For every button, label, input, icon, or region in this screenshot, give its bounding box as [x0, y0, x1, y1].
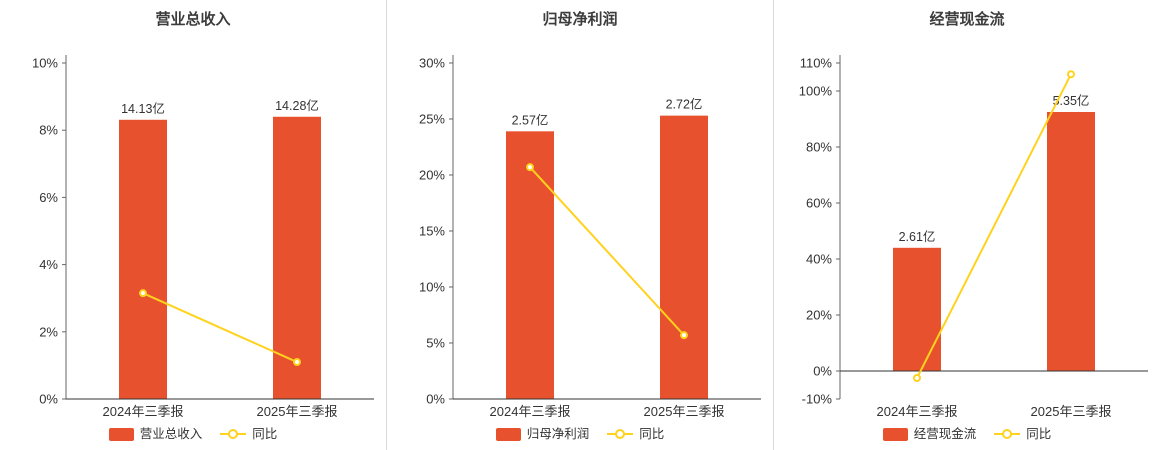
y-tick-label: 0%: [426, 392, 445, 407]
chart-panel-net-profit: 归母净利润 0% 5% 10% 15% 20% 25% 30% 2.57亿 2.72亿 2024年…: [386, 0, 773, 450]
legend-label-bar: 营业总收入: [139, 427, 203, 441]
legend-item-line[interactable]: 同比: [994, 427, 1051, 441]
net-profit-chart-plot: 0% 5% 10% 15% 20% 25% 30% 2.57亿 2.72亿 2024年三季报 202…: [419, 55, 761, 419]
y-tick-label: 20%: [806, 308, 832, 323]
bar-value-label: 14.13亿: [121, 101, 165, 116]
legend-revenue: 营业总收入 同比: [100, 421, 287, 447]
yoy-point-1[interactable]: [1067, 70, 1075, 79]
legend-item-line[interactable]: 同比: [607, 427, 664, 441]
legend-item-bar[interactable]: 营业总收入: [108, 427, 203, 441]
y-tick-label: 8%: [39, 123, 58, 138]
y-tick-label: 30%: [419, 56, 445, 71]
legend-label-line: 同比: [1026, 427, 1052, 441]
cash-flow-chart-plot: -10% 0% 20% 40% 60% 80% 100% 110% 2.61亿 5.35亿 2024…: [799, 55, 1148, 419]
chart-panel-revenue: 营业总收入 0% 2% 4% 6% 8% 10% 14.13亿 14.28亿 2024年三季报 2…: [0, 0, 386, 450]
yoy-trend-line[interactable]: [142, 292, 298, 363]
yoy-point-1[interactable]: [293, 358, 301, 367]
chart-title-revenue: 营业总收入: [155, 11, 231, 28]
yoy-trend-line[interactable]: [529, 166, 685, 336]
x-category-label: 2025年三季报: [1031, 404, 1112, 419]
y-tick-label: 0%: [39, 392, 58, 407]
bar-0[interactable]: [506, 131, 554, 399]
chart-title-net-profit: 归母净利润: [542, 11, 618, 28]
line-swatch-icon: [607, 429, 634, 439]
legend-label-bar: 归母净利润: [526, 427, 590, 441]
legend-label-line: 同比: [639, 427, 665, 441]
line-swatch-icon: [994, 429, 1021, 439]
y-tick-label: 5%: [426, 336, 445, 351]
yoy-point-0[interactable]: [526, 163, 534, 172]
legend-item-bar[interactable]: 归母净利润: [495, 427, 590, 441]
bar-swatch-icon: [108, 427, 134, 441]
legend-cash-flow: 经营现金流 同比: [874, 421, 1061, 447]
chart-panel-cash-flow: 经营现金流 -10% 0% 20% 40% 60% 80% 100% 110% 2.61亿 5.3…: [773, 0, 1160, 450]
bar-value-label: 14.28亿: [275, 98, 319, 113]
yoy-point-0[interactable]: [139, 289, 147, 298]
legend-net-profit: 归母净利润 同比: [487, 421, 674, 447]
y-tick-label: 0%: [813, 364, 832, 379]
x-category-label: 2025年三季报: [257, 404, 338, 419]
y-tick-label: 60%: [806, 196, 832, 211]
legend-label-line: 同比: [252, 427, 278, 441]
legend-label-bar: 经营现金流: [913, 427, 977, 441]
bar-value-label: 2.61亿: [899, 229, 936, 244]
chart-title-cash-flow: 经营现金流: [929, 11, 1005, 28]
bar-swatch-icon: [495, 427, 521, 441]
yoy-point-0[interactable]: [913, 374, 921, 382]
y-tick-label: 80%: [806, 140, 832, 155]
line-swatch-ring: [615, 429, 626, 439]
bar-value-label: 2.72亿: [666, 97, 703, 112]
x-category-label: 2024年三季报: [103, 404, 184, 419]
y-tick-label: -10%: [802, 392, 833, 407]
legend-item-bar[interactable]: 经营现金流: [882, 427, 977, 441]
yoy-trend-line[interactable]: [916, 73, 1072, 379]
revenue-chart-plot: 0% 2% 4% 6% 8% 10% 14.13亿 14.28亿 2024年三季报 2025年三季…: [32, 55, 374, 419]
bar-value-label: 2.57亿: [512, 112, 549, 127]
bar-1[interactable]: [660, 115, 708, 399]
y-tick-label: 100%: [799, 84, 833, 99]
line-swatch-ring: [1002, 429, 1013, 439]
y-tick-label: 6%: [39, 190, 58, 205]
y-tick-label: 110%: [800, 56, 833, 71]
line-swatch-icon: [220, 429, 247, 439]
x-category-label: 2025年三季报: [644, 404, 725, 419]
yoy-point-1[interactable]: [680, 331, 688, 340]
bar-1[interactable]: [273, 116, 321, 399]
legend-item-line[interactable]: 同比: [220, 427, 277, 441]
y-tick-label: 10%: [32, 56, 58, 71]
bar-value-label: 5.35亿: [1053, 93, 1090, 108]
y-tick-label: 15%: [419, 224, 445, 239]
y-tick-label: 25%: [419, 112, 445, 127]
bar-1[interactable]: [1047, 112, 1095, 371]
y-tick-label: 40%: [806, 252, 832, 267]
y-tick-label: 4%: [39, 257, 58, 272]
bar-0[interactable]: [893, 247, 941, 371]
y-tick-label: 20%: [419, 168, 445, 183]
x-category-label: 2024年三季报: [877, 404, 958, 419]
y-tick-label: 2%: [39, 324, 58, 339]
y-tick-label: 10%: [419, 280, 445, 295]
bar-swatch-icon: [882, 427, 908, 441]
bar-0[interactable]: [119, 119, 167, 399]
x-category-label: 2024年三季报: [490, 404, 571, 419]
line-swatch-ring: [228, 429, 239, 439]
